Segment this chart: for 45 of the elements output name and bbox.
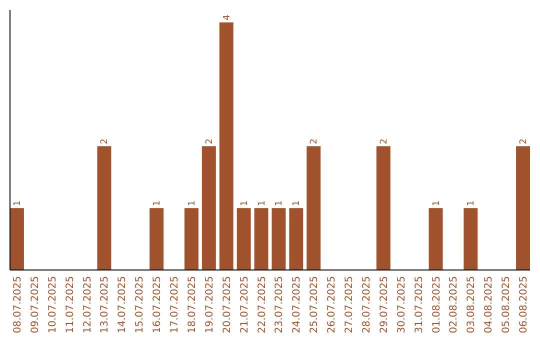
x-tick-label: 13.07.2025 <box>100 276 111 334</box>
x-tick-label: 30.07.2025 <box>396 276 408 334</box>
x-tick-label: 02.08.2025 <box>448 276 460 334</box>
x-tick-label: 25.07.2025 <box>309 276 320 334</box>
x-tick-label: 16.07.2025 <box>152 276 164 334</box>
x-tick-label: 29.07.2025 <box>378 276 390 334</box>
data-label: 1 <box>187 200 198 206</box>
x-tick-label: 22.07.2025 <box>256 276 268 334</box>
x-tick-label: 06.08.2025 <box>518 276 530 334</box>
data-label: 1 <box>240 200 250 206</box>
data-label: 1 <box>152 200 163 206</box>
x-tick-label: 05.08.2025 <box>501 276 512 334</box>
data-label: 1 <box>466 200 477 206</box>
x-tick-label: 28.07.2025 <box>361 276 372 334</box>
x-tick-label: 17.07.2025 <box>170 276 181 334</box>
x-tick-label: 19.07.2025 <box>204 276 216 334</box>
data-label: 2 <box>100 138 110 144</box>
x-tick-label: 12.07.2025 <box>82 276 94 334</box>
x-tick-label: 20.07.2025 <box>222 276 233 334</box>
data-label: 2 <box>310 138 320 144</box>
data-label: 2 <box>204 138 215 144</box>
data-label: 1 <box>432 200 442 206</box>
x-tick-label: 04.08.2025 <box>484 276 495 334</box>
x-tick-label: 23.07.2025 <box>274 276 286 334</box>
data-label: 1 <box>12 200 23 206</box>
x-tick-label: 31.07.2025 <box>414 276 425 334</box>
x-tick-label: 10.07.2025 <box>47 276 58 334</box>
x-tick-label: 11.07.2025 <box>64 276 76 334</box>
x-tick-label: 01.08.2025 <box>431 276 442 334</box>
data-label: 1 <box>257 200 268 206</box>
x-tick-label: 09.07.2025 <box>30 276 41 334</box>
x-tick-label: 21.07.2025 <box>239 276 250 334</box>
x-tick-label: 27.07.2025 <box>344 276 356 334</box>
data-label: 2 <box>519 138 530 144</box>
data-label: 1 <box>274 200 285 206</box>
data-label: 1 <box>292 200 302 206</box>
x-tick-label: 18.07.2025 <box>186 276 198 334</box>
x-tick-label: 08.07.2025 <box>12 276 24 334</box>
x-tick-label: 03.08.2025 <box>466 276 478 334</box>
x-tick-label: 15.07.2025 <box>134 276 146 334</box>
data-label: 2 <box>379 138 390 144</box>
x-tick-label: 26.07.2025 <box>326 276 338 334</box>
x-tick-label: 14.07.2025 <box>117 276 128 334</box>
x-tick-label: 24.07.2025 <box>292 276 303 334</box>
data-label: 4 <box>222 14 232 20</box>
